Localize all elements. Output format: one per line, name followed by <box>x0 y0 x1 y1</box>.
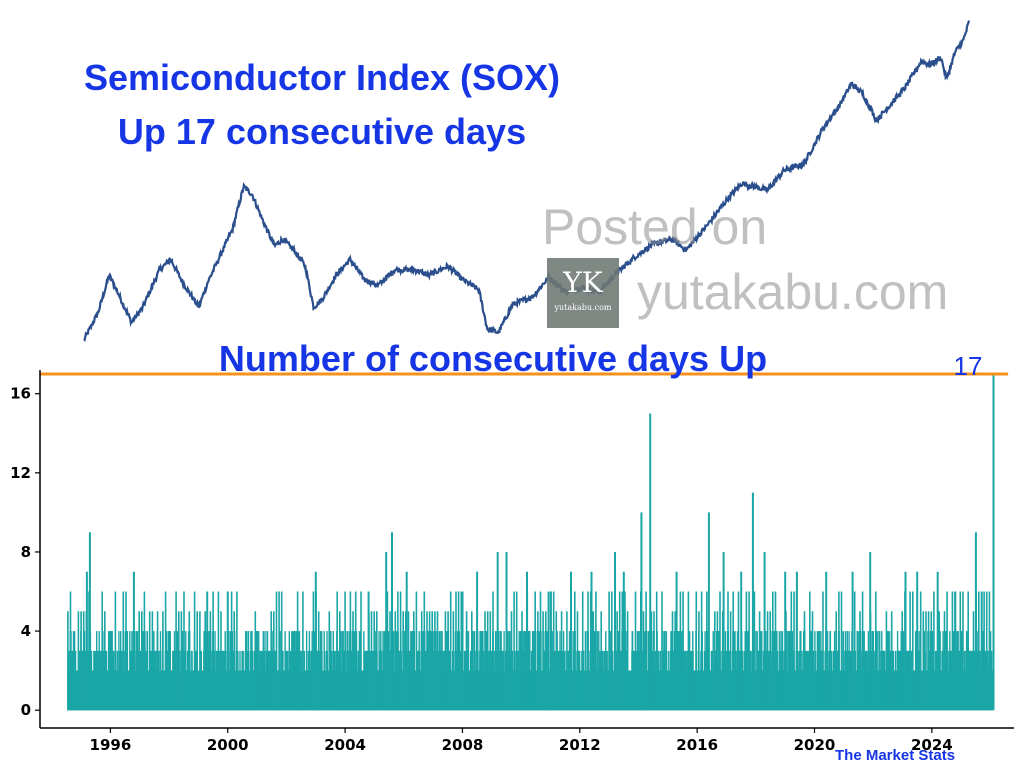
chart-title-line-2: Up 17 consecutive days <box>117 111 527 152</box>
watermark-posted-on: Posted on <box>542 199 768 255</box>
y-tick-label: 12 <box>10 464 31 482</box>
source-credit: The Market Stats <box>835 747 956 764</box>
y-tick-label: 16 <box>10 385 31 403</box>
logo-text: yutakabu.com <box>554 303 612 312</box>
x-tick-label: 2004 <box>324 736 366 754</box>
watermark-site: yutakabu.com <box>637 264 949 320</box>
logo-mark: YK <box>563 266 603 299</box>
price-panel <box>83 20 971 342</box>
threshold-label: 17 <box>953 351 983 381</box>
x-tick-label: 2008 <box>442 736 484 754</box>
streak-chart-title: Number of consecutive days Up <box>218 338 768 379</box>
streak-panel: 0 4 8 12 16 1996 2000 2004 2008 2012 2016 2020 2024 <box>10 370 1014 754</box>
x-tick-label: 2016 <box>676 736 718 754</box>
x-tick-label: 2020 <box>794 736 836 754</box>
y-tick-label: 4 <box>21 622 31 640</box>
x-tick-label: 1996 <box>90 736 132 754</box>
x-tick-label: 2012 <box>559 736 601 754</box>
x-tick-label: 2024 <box>911 736 953 754</box>
x-tick-label: 2000 <box>207 736 249 754</box>
y-tick-label: 0 <box>21 701 31 719</box>
y-tick-label: 8 <box>21 543 31 561</box>
watermark-logo: YK yutakabu.com <box>547 258 619 328</box>
chart-title-line-1: Semiconductor Index (SOX) <box>83 57 561 98</box>
price-line <box>83 20 971 342</box>
